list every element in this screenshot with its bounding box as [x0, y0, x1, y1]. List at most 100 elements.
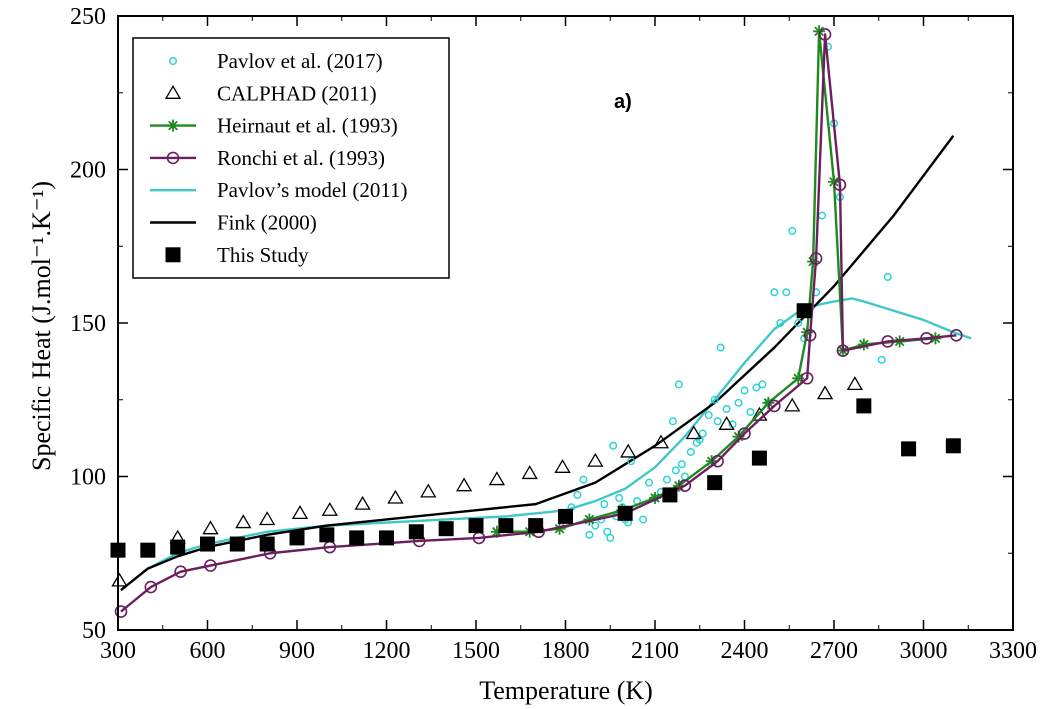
x-tick-label: 2400	[721, 638, 769, 664]
data-point	[579, 475, 588, 484]
legend-entry: CALPHAD (2011)	[164, 81, 377, 105]
data-point	[200, 536, 215, 552]
data-point	[617, 505, 633, 521]
x-tick-label: 2700	[810, 638, 858, 664]
data-point	[752, 383, 761, 392]
data-point	[111, 572, 128, 587]
legend-label: CALPHAD (2011)	[217, 81, 377, 105]
data-point	[950, 328, 963, 342]
data-point	[877, 355, 886, 364]
data-point	[558, 508, 573, 524]
data-point	[259, 511, 276, 526]
data-point	[627, 457, 636, 466]
data-point	[289, 530, 305, 546]
series-this-study	[110, 303, 961, 558]
x-tick-label: 300	[100, 638, 136, 664]
data-point	[455, 477, 473, 492]
data-point	[521, 465, 538, 480]
legend-marker	[164, 85, 182, 99]
data-point	[788, 226, 797, 235]
data-point	[585, 530, 594, 539]
y-tick-label: 250	[70, 4, 106, 30]
data-point	[818, 28, 832, 41]
data-point	[722, 404, 731, 413]
data-point	[652, 434, 670, 449]
data-point	[498, 518, 514, 534]
data-point	[718, 416, 735, 430]
legend-entry: Ronchi et al. (1993)	[150, 146, 385, 170]
data-point	[140, 542, 156, 558]
panel-label: a)	[614, 91, 632, 113]
x-axis-title: Temperature (K)	[479, 676, 653, 705]
data-point	[202, 520, 219, 535]
data-point	[901, 441, 917, 457]
data-point	[674, 380, 683, 389]
data-point	[144, 580, 158, 594]
data-point	[354, 495, 371, 510]
data-point	[554, 458, 571, 473]
data-point	[319, 527, 335, 543]
data-point	[291, 505, 309, 519]
data-point	[738, 427, 751, 440]
data-point	[387, 489, 404, 504]
x-tick-label: 2100	[631, 638, 679, 664]
data-point	[114, 605, 128, 618]
data-point	[713, 417, 722, 426]
data-point	[770, 288, 779, 297]
data-point	[686, 447, 695, 456]
data-point	[746, 408, 755, 417]
data-point	[420, 483, 437, 498]
data-point	[945, 438, 961, 454]
data-point	[704, 411, 713, 420]
data-point	[587, 452, 604, 467]
data-point	[796, 303, 812, 319]
x-tick-label: 3000	[900, 638, 948, 664]
data-point	[794, 319, 803, 328]
data-point	[711, 454, 724, 468]
data-point	[856, 398, 872, 414]
data-point	[468, 518, 484, 534]
data-point	[645, 478, 654, 487]
legend: Pavlov et al. (2017) CALPHAD (2011) Heirna…	[132, 37, 450, 279]
data-point	[678, 479, 692, 493]
data-point	[758, 380, 767, 389]
legend-label: Ronchi et al. (1993)	[217, 146, 385, 170]
data-point	[828, 175, 840, 188]
data-point	[883, 272, 892, 281]
y-tick-label: 150	[70, 311, 106, 337]
data-point	[803, 328, 817, 342]
data-point	[662, 487, 678, 503]
data-point	[174, 565, 187, 578]
data-point	[603, 527, 612, 536]
data-point	[818, 211, 827, 220]
y-tick-label: 100	[70, 465, 106, 491]
legend-entry: This Study	[165, 243, 309, 267]
data-point	[600, 500, 609, 509]
data-point	[488, 471, 506, 486]
data-point	[639, 515, 648, 524]
data-point	[782, 288, 791, 297]
y-tick-label: 50	[82, 618, 106, 644]
data-point	[762, 396, 775, 409]
x-tick-label: 1200	[363, 638, 411, 664]
data-point	[716, 343, 725, 352]
data-point	[734, 398, 743, 407]
data-point	[259, 536, 275, 552]
x-tick-label: 900	[279, 638, 315, 664]
plot-marks	[110, 25, 972, 618]
data-point	[768, 399, 781, 413]
data-point	[620, 443, 637, 458]
data-point	[710, 395, 719, 404]
legend-marker	[165, 247, 181, 263]
x-tick-label: 600	[190, 638, 226, 664]
legend-entry: Pavlov et al. (2017)	[168, 49, 383, 73]
data-point	[881, 335, 895, 348]
legend-marker	[167, 119, 179, 132]
data-point	[816, 385, 834, 400]
data-point	[800, 371, 814, 385]
data-point	[707, 475, 723, 491]
x-tick-label: 3300	[989, 638, 1037, 664]
legend-label: This Study	[217, 243, 309, 267]
data-point	[846, 376, 864, 391]
